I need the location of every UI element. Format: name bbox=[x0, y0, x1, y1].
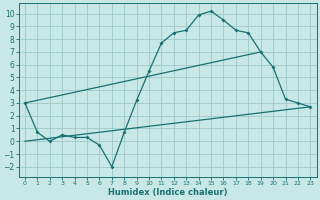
X-axis label: Humidex (Indice chaleur): Humidex (Indice chaleur) bbox=[108, 188, 228, 197]
